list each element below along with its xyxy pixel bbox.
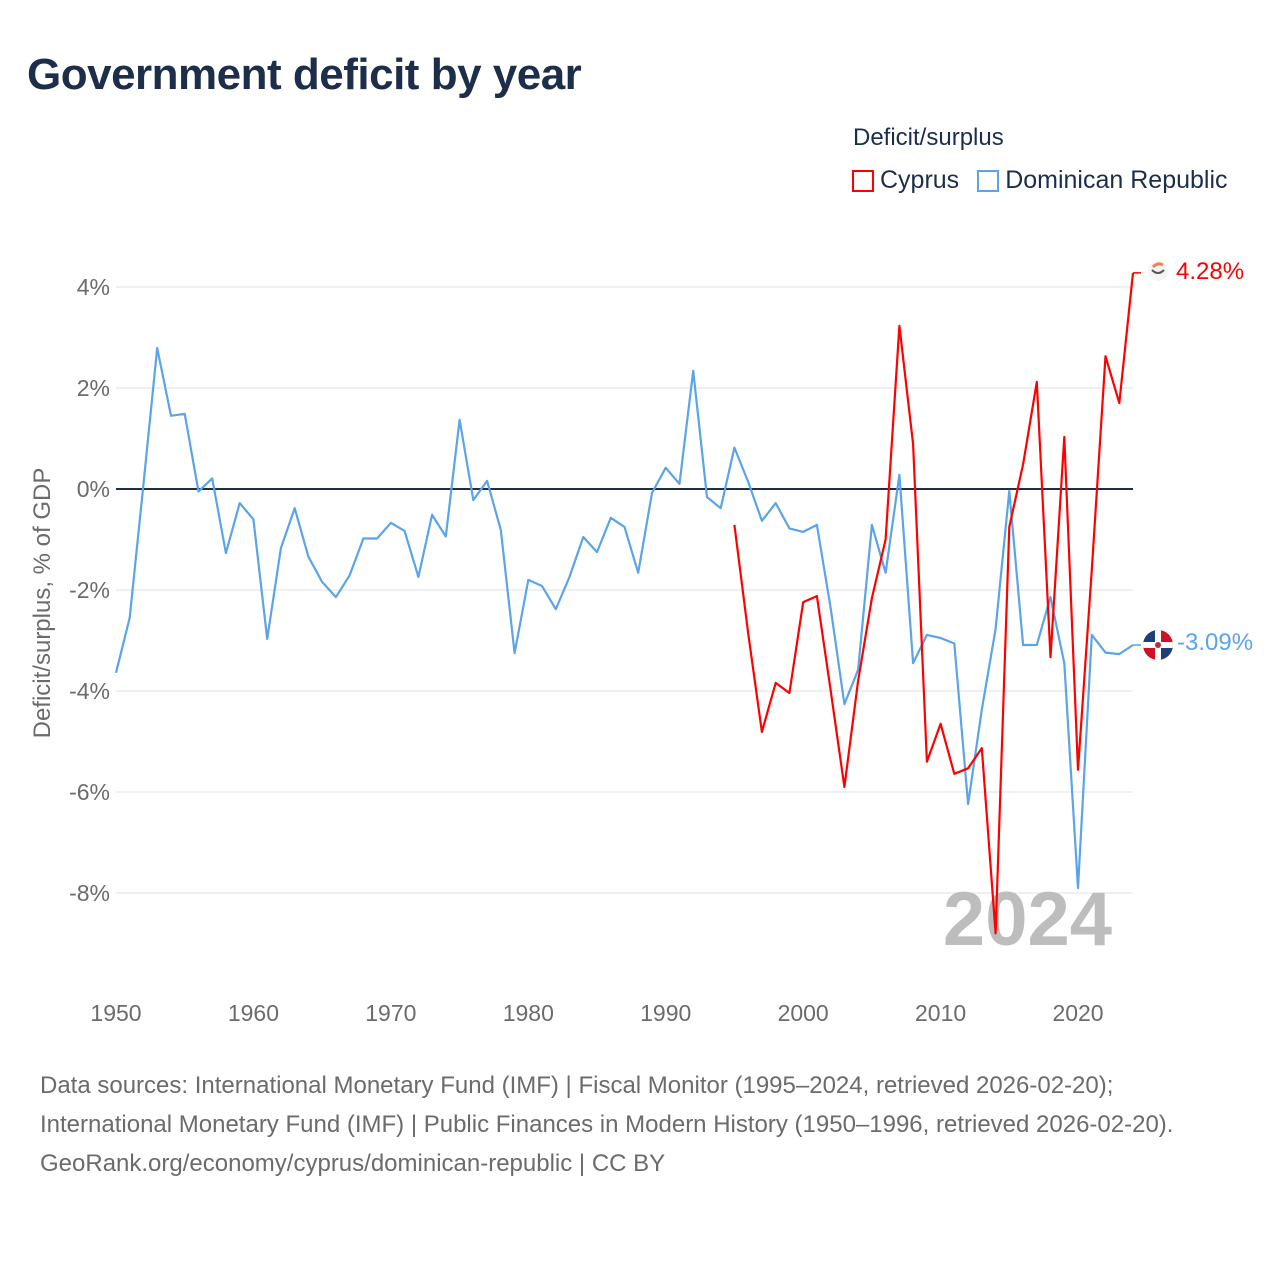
end-marker-dominican-republic: -3.09% — [1143, 629, 1253, 660]
x-tick-label: 1990 — [640, 1000, 691, 1026]
y-tick-label: -2% — [69, 577, 110, 603]
legend: Cyprus Dominican Republic — [852, 166, 1228, 195]
legend-label: Dominican Republic — [1005, 166, 1228, 194]
credit-link[interactable]: GeoRank.org/economy/cyprus/dominican-rep… — [40, 1150, 666, 1177]
legend-title: Deficit/surplus — [853, 124, 1004, 151]
y-tick-label: -4% — [69, 678, 110, 704]
series-line-cyprus — [733, 272, 1135, 935]
legend-label: Cyprus — [880, 166, 960, 194]
x-tick-label: 2020 — [1052, 1000, 1103, 1026]
y-tick-label: 2% — [77, 375, 110, 401]
x-tick-label: 1950 — [90, 1000, 141, 1026]
y-tick-label: 0% — [77, 476, 110, 502]
legend-swatch-cyprus — [852, 169, 874, 192]
y-tick-label: -6% — [69, 779, 110, 805]
x-tick-label: 2010 — [915, 1000, 966, 1026]
x-tick-label: 2000 — [778, 1000, 829, 1026]
x-tick-label: 1960 — [228, 1000, 279, 1026]
legend-item-dominican-republic[interactable]: Dominican Republic — [977, 166, 1228, 195]
y-tick-label: -8% — [69, 880, 110, 906]
end-label-dominican-republic: -3.09% — [1177, 629, 1253, 656]
chart-title: Government deficit by year — [27, 50, 582, 99]
end-marker-cyprus: 4.28% — [1148, 258, 1244, 285]
footer: Data sources: International Monetary Fun… — [40, 1066, 1240, 1183]
end-label-cyprus: 4.28% — [1176, 258, 1244, 285]
y-tick-label: 4% — [77, 274, 110, 300]
watermark-year: 2024 — [943, 877, 1112, 962]
legend-item-cyprus[interactable]: Cyprus — [852, 166, 959, 195]
dominican-republic-flag-icon — [1143, 630, 1173, 660]
x-tick-label: 1970 — [365, 1000, 416, 1026]
legend-swatch-dominican-republic — [977, 169, 1000, 192]
series-line-dominican-republic — [114, 347, 1134, 890]
x-tick-label: 1980 — [503, 1000, 554, 1026]
data-sources: Data sources: International Monetary Fun… — [40, 1072, 1174, 1138]
y-axis-label: Deficit/surplus, % of GDP — [29, 468, 56, 739]
